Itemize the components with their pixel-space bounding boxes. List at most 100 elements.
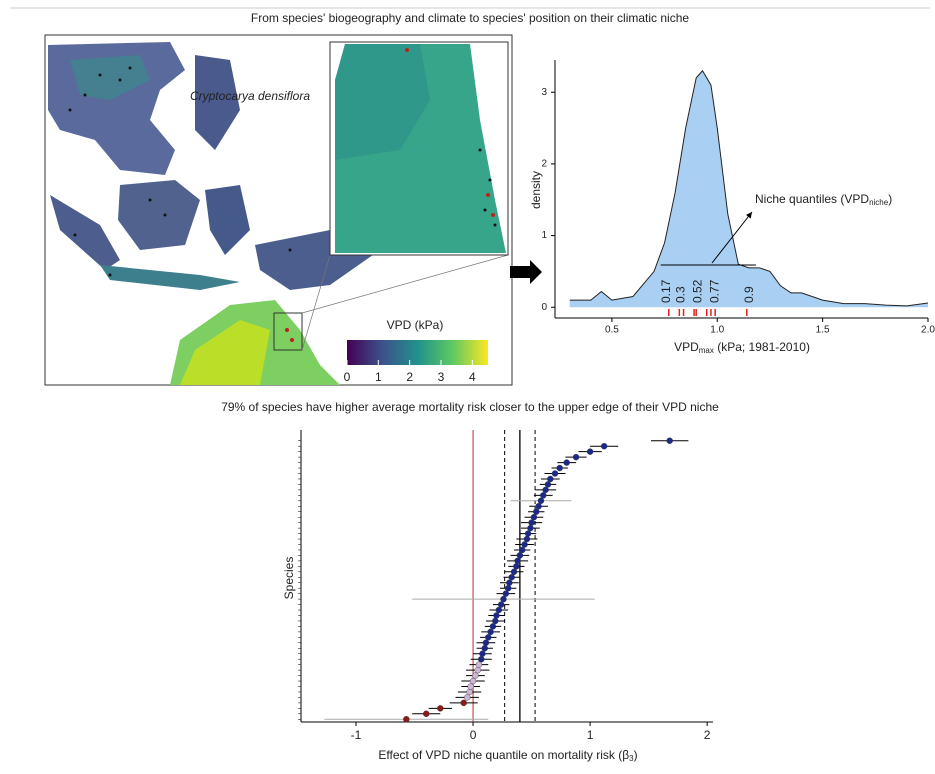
x-tick-label: 2 [704,728,711,742]
annotation-end: ) [888,192,892,206]
x-axis-label-end: ) [634,748,638,762]
point-estimate [472,672,479,679]
point-estimate [551,470,559,477]
x-axis-label-sub: 3 [629,754,634,763]
x-tick-label: 0 [470,728,477,742]
point-estimate [482,639,490,647]
point-estimate [502,590,510,597]
point-estimate [487,628,494,636]
quantile-label: 0.17 [659,279,673,303]
land [118,180,200,250]
y-axis-label: Species [282,557,296,600]
point-estimate [563,459,570,466]
point-estimate [478,655,485,663]
quantile-label: 0.9 [742,286,756,303]
map: Cryptocarya densiflora VPD (kPa) [44,34,513,386]
inset-connector [301,254,509,314]
x-tick-label: 1 [587,728,594,742]
point-estimate [500,595,507,603]
land [180,320,270,385]
point-estimate [528,519,535,526]
point-estimate [508,574,515,581]
point-estimate [474,666,481,674]
point-estimate [479,650,486,657]
figure-title: From species' biogeography and climate t… [251,11,689,25]
land [205,185,250,255]
point-estimate [521,541,528,548]
annotation-text: Niche quantiles (VPD [755,192,869,206]
point-estimate [403,716,410,723]
point-estimate [460,699,467,707]
point-estimate [437,705,444,712]
point-estimate [586,448,594,455]
land [100,265,240,290]
colorbar-tick-label: 1 [375,370,382,384]
colorbar-tick-label: 2 [406,370,413,384]
density-curve [569,69,929,307]
point-estimate [475,661,483,668]
point-estimate [666,437,673,444]
occurrences [68,66,497,277]
point-estimate [506,579,513,586]
point-estimate [513,563,520,570]
panel-title: 79% of species have higher average morta… [221,400,719,414]
point-estimate [540,492,547,499]
x-axis-label-main: Effect of VPD niche quantile on mortalit… [378,748,629,762]
x-tick-label: 1.0 [710,325,724,336]
x-axis-label-main: VPD [674,340,699,354]
point-estimate [464,694,471,701]
point-estimate [516,552,524,559]
colorbar-title: VPD (kPa) [387,318,444,332]
point-estimate [519,546,526,554]
point-estimate [527,524,534,532]
point-estimate [537,497,545,505]
land [195,55,240,150]
point-estimate [524,530,532,537]
point-estimate [514,557,521,565]
point-estimate [556,464,563,472]
point-estimate [542,486,549,494]
y-axis-label: density [529,171,543,209]
point-estimate [533,508,540,515]
y-tick-label: 0 [541,302,547,313]
inset-locator [273,312,303,351]
point-estimate [504,584,512,592]
colorbar-tick-label: 4 [469,370,476,384]
colorbar-tick-label: 0 [344,370,351,384]
colorbar-tick-label: 3 [438,370,445,384]
x-axis-label-sub: max [699,346,714,355]
x-axis-label-rest: (kPa; 1981-2010) [714,340,810,354]
point-estimate [485,634,492,641]
land [70,55,150,100]
y-tick-label: 3 [541,87,547,98]
point-estimate [530,513,538,521]
x-axis-label: VPDmax (kPa; 1981-2010) [674,340,810,355]
point-estimate [535,503,542,510]
point-estimate [497,601,505,608]
density-area [569,70,928,308]
x-tick-label: 2.0 [921,325,935,336]
x-tick-label: 1.5 [816,325,830,336]
point-estimate [469,677,477,685]
y-tick-label: 2 [541,159,547,170]
point-estimate [547,475,554,483]
annotation: Niche quantiles (VPDniche) [755,192,892,207]
land [50,195,120,270]
inset-land [335,44,430,160]
annotation-sub: niche [869,198,889,207]
inset-connector [301,254,331,351]
focal-occurrences [285,48,495,342]
quantile-label: 0.77 [707,279,721,303]
colorbar [347,340,488,365]
quantile-label: 0.52 [690,279,704,303]
point-estimate [492,617,499,625]
point-estimate [572,453,580,461]
point-estimate [495,606,503,614]
point-estimate [423,710,430,718]
species-name: Cryptocarya densiflora [190,89,310,103]
annotation-arrow [711,211,753,264]
point-estimate [523,535,531,543]
point-estimate [467,683,474,690]
point-estimate [493,612,500,619]
